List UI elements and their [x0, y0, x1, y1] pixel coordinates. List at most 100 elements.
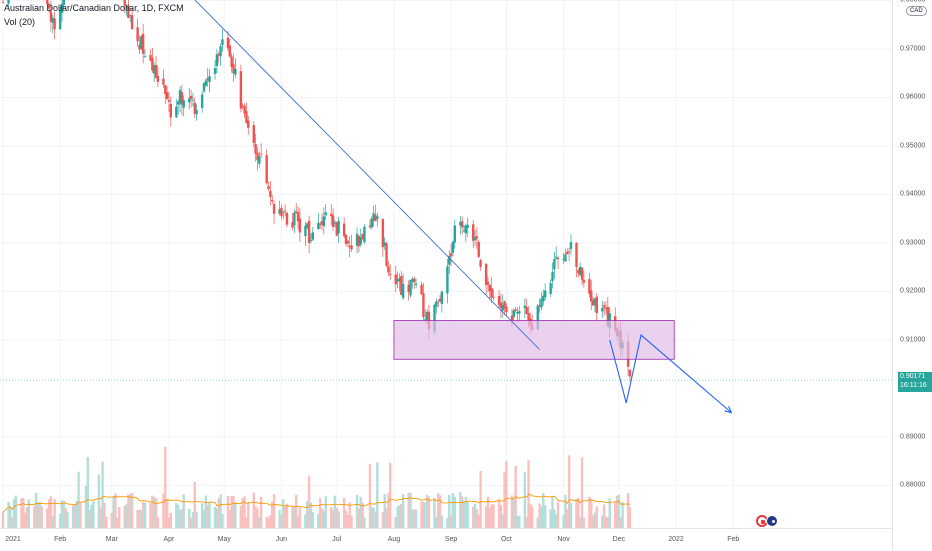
volume-bar — [247, 502, 250, 528]
volume-bar — [473, 503, 477, 528]
price-chart[interactable] — [0, 0, 892, 528]
volume-bar — [363, 517, 366, 528]
candle — [411, 278, 414, 282]
volume-bar — [84, 485, 88, 528]
candle — [241, 105, 244, 107]
volume-bar — [116, 517, 119, 528]
volume-bar — [593, 512, 597, 528]
candle — [562, 258, 565, 260]
candle — [125, 6, 128, 8]
candle — [422, 293, 425, 318]
volume-bar — [604, 516, 608, 528]
time-tick: Dec — [612, 536, 626, 543]
volume-bar — [359, 496, 362, 528]
candle — [601, 307, 604, 312]
volume-bar — [154, 498, 158, 528]
volume-bar — [330, 507, 333, 528]
price-tick: 0.91000 — [900, 336, 926, 344]
volume-bar — [322, 510, 326, 528]
candle — [175, 106, 178, 118]
volume-bar — [267, 517, 270, 528]
candle — [130, 15, 134, 30]
volume-bar — [411, 509, 414, 528]
candle — [556, 257, 560, 260]
volume-bar — [401, 493, 405, 528]
volume-bars — [1, 446, 632, 528]
volume-bar — [282, 499, 285, 528]
candle — [357, 235, 361, 247]
volume-bar — [331, 509, 335, 528]
candle — [62, 0, 66, 5]
volume-bar — [556, 501, 560, 528]
volume-bar — [523, 472, 527, 528]
candle — [293, 212, 296, 226]
candle — [512, 310, 515, 318]
candle — [435, 301, 438, 307]
candle — [372, 213, 375, 221]
volume-bar — [350, 515, 353, 528]
candle — [162, 78, 165, 85]
volume-bar — [449, 515, 453, 528]
candle — [129, 14, 132, 16]
volume-bar — [228, 510, 232, 528]
price-tick: 0.98000 — [900, 0, 926, 4]
candle — [591, 300, 595, 306]
candle — [1, 2, 5, 4]
candle — [182, 100, 185, 108]
volume-bar — [7, 501, 10, 528]
volume-bar — [427, 496, 431, 528]
symbol-legend[interactable]: Australian Dollar/Canadian Dollar, 1D, F… — [4, 3, 184, 13]
candle — [464, 225, 468, 234]
candle — [254, 143, 257, 154]
volume-bar — [294, 494, 298, 528]
time-tick: Mar — [105, 536, 118, 543]
candle — [499, 302, 503, 308]
candle — [355, 233, 359, 246]
candle — [342, 223, 346, 237]
volume-bar — [138, 509, 141, 528]
candle — [258, 156, 261, 164]
candle — [400, 276, 403, 296]
volume-bar — [178, 509, 182, 528]
candle — [350, 245, 353, 250]
volume-bar — [588, 496, 591, 528]
candle — [580, 267, 584, 280]
volume-bar — [22, 498, 25, 528]
candle — [396, 279, 399, 282]
volume-bar — [169, 512, 173, 528]
volume-legend[interactable]: Vol (20) — [4, 17, 36, 27]
volume-bar — [626, 493, 630, 528]
candle — [221, 39, 224, 45]
volume-bar — [149, 503, 152, 528]
candle — [245, 111, 248, 123]
volume-bar — [492, 504, 495, 528]
volume-bar — [259, 496, 263, 528]
volume-bar — [77, 471, 80, 528]
price-axis[interactable]: 1.010001.000000.990000.980000.970000.960… — [892, 0, 932, 550]
candle — [344, 234, 348, 245]
candle — [206, 78, 209, 81]
volume-bar — [398, 505, 401, 528]
time-axis[interactable]: 2021 Feb Mar Apr May Jun Jul Aug Sep Oct Nov Dec 202… — [0, 528, 892, 551]
time-tick: Jun — [275, 536, 288, 543]
volume-bar — [226, 496, 230, 528]
candle — [311, 232, 314, 240]
candle — [195, 110, 198, 115]
chart-area[interactable]: Australian Dollar/Canadian Dollar, 1D, F… — [0, 0, 892, 528]
candle — [486, 281, 490, 285]
candle — [492, 297, 495, 299]
volume-bar — [92, 501, 95, 528]
volume-bar — [477, 515, 480, 528]
candle — [551, 272, 554, 282]
volume-bar — [208, 502, 211, 528]
price-tick: 0.94000 — [900, 190, 926, 198]
volume-bar — [309, 502, 313, 528]
candle — [376, 216, 379, 220]
volume-bar — [564, 494, 567, 528]
candle — [413, 278, 416, 283]
currency-badge[interactable]: CAD — [906, 6, 927, 16]
volume-bar — [191, 512, 195, 528]
candle — [304, 225, 307, 237]
volume-bar — [488, 507, 492, 528]
volume-bar — [501, 514, 504, 528]
